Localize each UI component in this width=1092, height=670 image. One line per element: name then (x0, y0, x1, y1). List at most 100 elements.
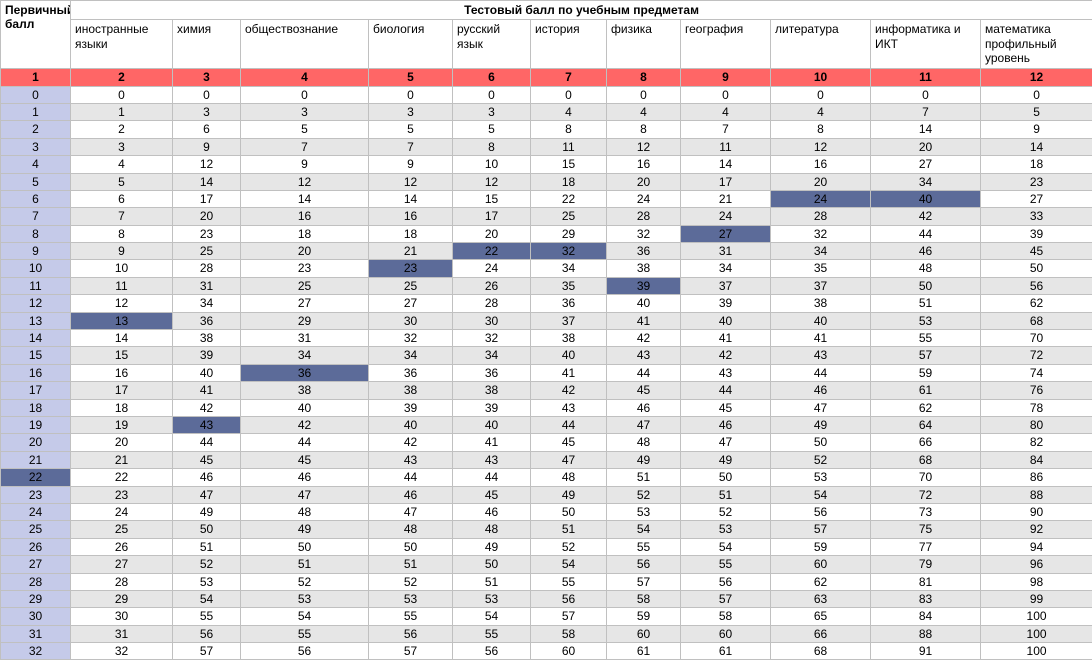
score-cell: 0 (981, 86, 1092, 103)
score-cell: 53 (173, 573, 241, 590)
score-cell: 20 (453, 225, 531, 242)
score-cell: 27 (71, 556, 173, 573)
table-row: 6617141415222421244027 (1, 190, 1092, 207)
table-row: 262651505049525554597794 (1, 538, 1092, 555)
score-cell: 76 (981, 382, 1092, 399)
score-cell: 45 (681, 399, 771, 416)
score-cell: 45 (453, 486, 531, 503)
score-cell: 82 (981, 434, 1092, 451)
score-cell: 74 (981, 364, 1092, 381)
score-cell: 18 (241, 225, 369, 242)
score-cell: 48 (453, 521, 531, 538)
score-cell: 40 (173, 364, 241, 381)
score-cell: 50 (981, 260, 1092, 277)
score-cell: 49 (531, 486, 607, 503)
score-cell: 44 (607, 364, 681, 381)
table-row: 212145454343474949526884 (1, 451, 1092, 468)
table-row: 242449484746505352567390 (1, 503, 1092, 520)
score-cell: 50 (871, 277, 981, 294)
score-cell: 75 (871, 521, 981, 538)
score-cell: 49 (241, 521, 369, 538)
score-cell: 56 (531, 590, 607, 607)
score-cell: 73 (871, 503, 981, 520)
score-cell: 26 (453, 277, 531, 294)
score-cell: 4 (607, 103, 681, 120)
subject-header: история (531, 20, 607, 68)
score-cell: 0 (607, 86, 681, 103)
primary-score-cell: 31 (1, 625, 71, 642)
score-cell: 28 (71, 573, 173, 590)
score-cell: 28 (453, 295, 531, 312)
score-cell: 12 (71, 295, 173, 312)
table-row: 3030555455545759586584100 (1, 608, 1092, 625)
score-cell: 39 (981, 225, 1092, 242)
score-cell: 54 (681, 538, 771, 555)
score-cell: 50 (369, 538, 453, 555)
table-row: 3131565556555860606688100 (1, 625, 1092, 642)
score-cell: 27 (871, 156, 981, 173)
score-cell: 51 (241, 556, 369, 573)
corner-header: Первичный балл (1, 1, 71, 69)
score-cell: 65 (771, 608, 871, 625)
score-cell: 72 (981, 347, 1092, 364)
subject-header: литература (771, 20, 871, 68)
score-cell: 59 (871, 364, 981, 381)
score-cell: 50 (531, 503, 607, 520)
score-cell: 34 (241, 347, 369, 364)
score-cell: 27 (369, 295, 453, 312)
score-cell: 66 (871, 434, 981, 451)
score-cell: 23 (71, 486, 173, 503)
score-cell: 44 (531, 416, 607, 433)
score-cell: 30 (71, 608, 173, 625)
score-cell: 8 (607, 121, 681, 138)
score-cell: 42 (241, 416, 369, 433)
primary-score-cell: 26 (1, 538, 71, 555)
subject-header: иностранные языки (71, 20, 173, 68)
score-cell: 49 (173, 503, 241, 520)
score-cell: 36 (241, 364, 369, 381)
score-cell: 38 (607, 260, 681, 277)
score-cell: 32 (771, 225, 871, 242)
score-cell: 60 (531, 643, 607, 660)
primary-score-cell: 2 (1, 121, 71, 138)
column-number: 12 (981, 68, 1092, 86)
score-cell: 25 (173, 243, 241, 260)
score-cell: 51 (453, 573, 531, 590)
score-cell: 15 (531, 156, 607, 173)
score-cell: 39 (369, 399, 453, 416)
score-cell: 57 (871, 347, 981, 364)
score-cell: 12 (369, 173, 453, 190)
score-cell: 56 (681, 573, 771, 590)
score-cell: 43 (173, 416, 241, 433)
score-table: Первичный балл Тестовый балл по учебным … (0, 0, 1092, 660)
score-cell: 61 (607, 643, 681, 660)
score-cell: 6 (71, 190, 173, 207)
score-cell: 12 (607, 138, 681, 155)
score-cell: 24 (771, 190, 871, 207)
score-cell: 4 (531, 103, 607, 120)
score-cell: 11 (71, 277, 173, 294)
score-cell: 5 (71, 173, 173, 190)
score-cell: 24 (607, 190, 681, 207)
score-cell: 88 (981, 486, 1092, 503)
score-cell: 80 (981, 416, 1092, 433)
score-cell: 3 (453, 103, 531, 120)
score-cell: 68 (871, 451, 981, 468)
score-cell: 57 (369, 643, 453, 660)
score-cell: 46 (771, 382, 871, 399)
score-cell: 27 (981, 190, 1092, 207)
score-cell: 40 (681, 312, 771, 329)
primary-score-cell: 12 (1, 295, 71, 312)
score-cell: 49 (681, 451, 771, 468)
primary-score-cell: 24 (1, 503, 71, 520)
score-cell: 35 (531, 277, 607, 294)
score-cell: 17 (71, 382, 173, 399)
score-cell: 12 (453, 173, 531, 190)
score-cell: 60 (771, 556, 871, 573)
score-cell: 39 (607, 277, 681, 294)
score-cell: 61 (871, 382, 981, 399)
score-cell: 54 (771, 486, 871, 503)
score-cell: 34 (681, 260, 771, 277)
score-cell: 44 (453, 469, 531, 486)
primary-score-cell: 27 (1, 556, 71, 573)
